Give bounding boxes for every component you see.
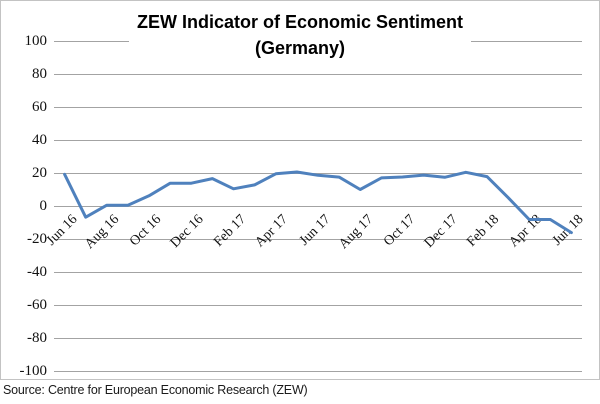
y-tick-label: 0 — [39, 198, 48, 214]
y-tick-label: -40 — [27, 264, 47, 280]
y-tick-label: -20 — [27, 231, 47, 247]
source-attribution: Source: Centre for European Economic Res… — [3, 383, 308, 397]
zew-sentiment-line — [63, 170, 573, 235]
y-tick-label: 40 — [32, 132, 47, 148]
sentiment-line-series — [63, 170, 573, 235]
gridline-y--40 — [54, 271, 582, 273]
y-tick-label: 60 — [32, 99, 47, 115]
gridline-y--60 — [54, 304, 582, 306]
gridline-y--80 — [54, 337, 582, 339]
gridline-y-60 — [54, 106, 582, 108]
y-tick-label: -80 — [27, 330, 47, 346]
gridline-y--20 — [54, 238, 582, 240]
chart-area: 100 80 60 40 20 0 -20 -40 -60 -80 -100 Jun 16 Aug 1… — [0, 0, 600, 380]
y-tick-label: -100 — [19, 363, 48, 379]
y-tick-label: 80 — [32, 66, 47, 82]
gridline-y--100 — [54, 370, 582, 372]
gridline-y-20 — [54, 172, 582, 174]
y-tick-label: 20 — [32, 165, 47, 181]
y-tick-label: -60 — [27, 297, 47, 313]
gridline-y-0 — [54, 205, 582, 207]
gridline-y-80 — [54, 73, 582, 75]
gridline-y-40 — [54, 139, 582, 141]
y-tick-label: 100 — [24, 33, 48, 49]
